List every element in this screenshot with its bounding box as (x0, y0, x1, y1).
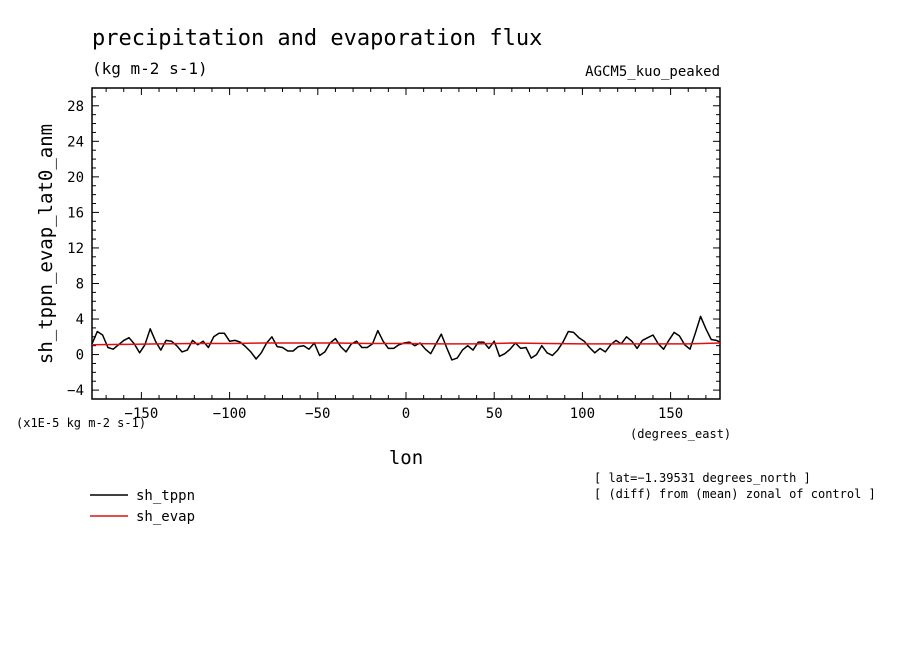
y-tick-label: 8 (76, 276, 84, 292)
plot-frame (91, 87, 721, 400)
annotation-lat: [ lat=−1.39531 degrees_north ] (594, 471, 811, 485)
x-tick-label: −50 (305, 406, 330, 422)
y-scale-note: (x1E-5 kg m-2 s-1) (16, 416, 146, 430)
legend: sh_tppn sh_evap (90, 488, 195, 525)
x-tick-label: −100 (213, 406, 247, 422)
y-tick-label: −4 (67, 383, 84, 399)
x-tick-label: 100 (570, 406, 595, 422)
x-tick-label: 150 (658, 406, 683, 422)
series-layer (91, 315, 721, 361)
y-axis-ticks: −4 0 4 8 12 16 20 24 28 (67, 87, 720, 400)
series-line-sh_tppn (91, 315, 721, 361)
legend-label-evap: sh_evap (136, 509, 195, 525)
y-tick-label: 0 (76, 348, 84, 364)
y-tick-label: 20 (67, 170, 84, 186)
legend-label-tppn: sh_tppn (136, 488, 195, 504)
y-tick-label: 24 (67, 134, 84, 150)
x-tick-label: 50 (486, 406, 503, 422)
model-name: AGCM5_kuo_peaked (585, 64, 720, 80)
annotation-diff: [ (diff) from (mean) zonal of control ] (594, 487, 876, 501)
y-tick-label: 28 (67, 99, 84, 115)
x-tick-label: 0 (402, 406, 410, 422)
x-tick-label: −150 (125, 406, 159, 422)
series-line-sh_evap (91, 342, 721, 346)
y-tick-label: 4 (76, 312, 84, 328)
chart-title: precipitation and evaporation flux (92, 26, 542, 51)
y-tick-label: 16 (67, 205, 84, 221)
x-axis-label: lon (389, 447, 423, 469)
x-axis-units: (degrees_east) (630, 427, 731, 441)
chart-units: (kg m-2 s-1) (92, 59, 208, 78)
y-tick-label: 12 (67, 241, 84, 257)
y-axis-label: sh_tppn_evap_lat0_anm (35, 124, 57, 364)
x-axis-ticks: −150 −100 −50 0 50 100 150 (105, 88, 707, 422)
